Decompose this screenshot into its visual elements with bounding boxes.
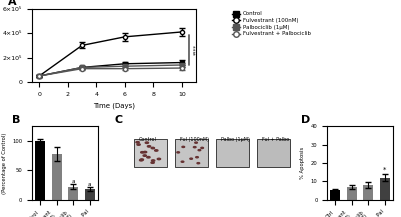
FancyBboxPatch shape [216,139,249,167]
Y-axis label: No. of Colonies
(Percentage of Control): No. of Colonies (Percentage of Control) [0,132,7,194]
Bar [85,189,95,200]
Circle shape [157,158,160,160]
Circle shape [144,151,147,153]
FancyBboxPatch shape [175,139,208,167]
Text: C: C [114,115,122,125]
Circle shape [147,156,150,158]
Text: Palbo (1μM): Palbo (1μM) [221,137,249,142]
Circle shape [140,159,144,160]
Text: B: B [12,115,21,125]
FancyBboxPatch shape [134,139,166,167]
Text: Control: Control [139,137,156,142]
Text: A: A [8,0,16,7]
Circle shape [143,155,146,156]
Circle shape [193,146,196,148]
Bar [380,178,390,200]
Bar [363,185,373,200]
Circle shape [177,152,180,153]
Circle shape [198,150,201,151]
Text: a: a [71,179,75,184]
Text: ****: **** [193,44,198,56]
Bar [52,154,62,200]
Circle shape [136,141,139,143]
Circle shape [201,147,203,148]
Bar [35,141,45,200]
FancyBboxPatch shape [257,139,290,167]
Circle shape [195,142,197,143]
Y-axis label: % Apoptosis: % Apoptosis [300,147,305,179]
Text: a: a [88,182,91,187]
Circle shape [152,160,155,161]
X-axis label: Time (Days): Time (Days) [93,102,135,109]
Circle shape [137,144,140,145]
Bar [330,191,340,200]
Circle shape [148,146,151,147]
Circle shape [190,158,192,159]
Circle shape [151,147,154,149]
Circle shape [141,152,144,153]
Circle shape [151,162,154,163]
Text: Ful + Palbo: Ful + Palbo [262,137,289,142]
Circle shape [196,157,198,158]
Circle shape [155,150,158,151]
Circle shape [197,163,200,164]
Circle shape [182,146,184,148]
Circle shape [181,161,184,162]
Text: D: D [301,115,310,125]
Circle shape [145,142,148,143]
Text: *: * [383,167,387,173]
Legend: Control, Fulvestrant (100nM), Palbociclib (1μM), Fulvestrant + Palbociclib: Control, Fulvestrant (100nM), Palbocicli… [232,12,311,36]
Bar [68,187,78,200]
Bar [347,187,357,200]
Circle shape [140,159,143,161]
Text: Ful (100nM): Ful (100nM) [180,137,209,142]
